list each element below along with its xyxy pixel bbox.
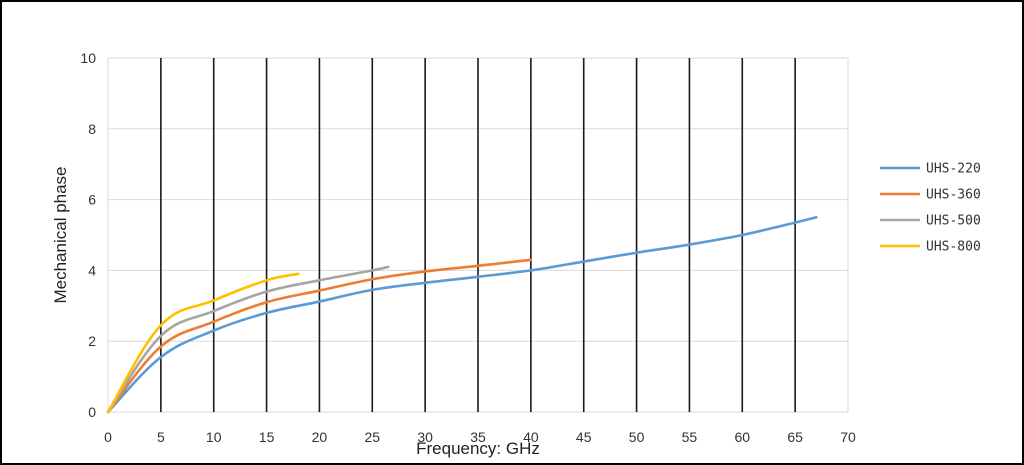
legend-label: UHS-360 [926, 188, 981, 203]
series-line-uhs-800 [106, 272, 300, 414]
legend: UHS-220 UHS-360 UHS-500 UHS-800 [880, 162, 981, 255]
x-tick-label: 5 [157, 429, 165, 445]
y-tick-label: 8 [88, 121, 96, 137]
y-tick-label: 6 [88, 192, 96, 208]
x-tick-label: 70 [840, 429, 856, 445]
series-line-uhs-220 [106, 216, 818, 414]
x-tick-label: 40 [523, 429, 539, 445]
x-tick-label: 35 [470, 429, 486, 445]
x-tick-label: 55 [682, 429, 698, 445]
legend-label: UHS-500 [926, 214, 981, 229]
y-tick-label: 10 [80, 50, 96, 66]
x-tick-label: 50 [629, 429, 645, 445]
x-tick-label: 45 [576, 429, 592, 445]
x-tick-label: 20 [312, 429, 328, 445]
y-axis-title: Mechanical phase [51, 166, 70, 303]
y-tick-label: 4 [88, 262, 96, 278]
series-line-uhs-360 [106, 258, 533, 414]
legend-label: UHS-220 [926, 162, 981, 177]
series-line-uhs-500 [106, 265, 390, 414]
axis-ticks: 0 2 4 6 8 10 0 5 10 15 20 25 30 35 40 45 50 55 60 65 70 [80, 50, 856, 445]
x-tick-label: 25 [364, 429, 380, 445]
x-tick-label: 10 [206, 429, 222, 445]
x-tick-label: 65 [787, 429, 803, 445]
x-axis-title: Frequency: GHz [416, 439, 540, 458]
y-tick-label: 2 [88, 333, 96, 349]
x-tick-label: 0 [104, 429, 112, 445]
x-tick-label: 60 [734, 429, 750, 445]
series-lines [106, 216, 818, 414]
legend-label: UHS-800 [926, 240, 981, 255]
x-tick-label: 30 [417, 429, 433, 445]
y-tick-label: 0 [88, 404, 96, 420]
x-tick-label: 15 [259, 429, 275, 445]
